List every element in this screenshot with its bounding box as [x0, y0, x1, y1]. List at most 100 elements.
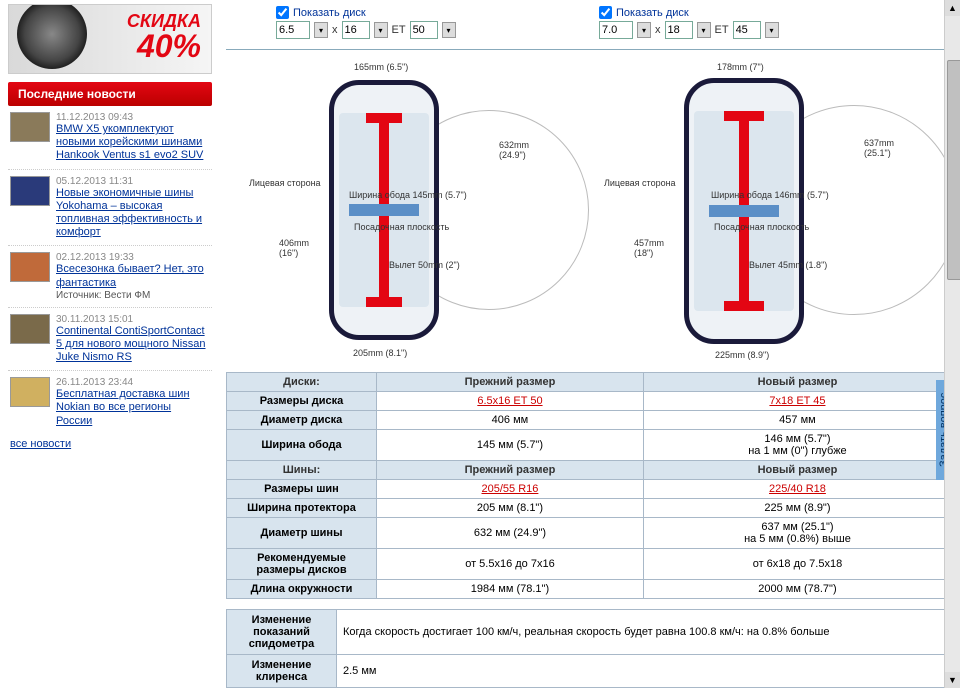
- news-title-link[interactable]: Всесезонка бывает? Нет, это фантастика: [56, 263, 210, 289]
- promo-banner[interactable]: СКИДКА 40%: [8, 4, 212, 74]
- dropdown-icon[interactable]: ▾: [765, 22, 779, 38]
- main-content: Показать диск ▾ x ▾ ET ▾ Показать диск ▾: [218, 0, 960, 688]
- news-item: 05.12.2013 11:31Новые экономичные шины Y…: [8, 170, 212, 247]
- dim-bottom-width: 205mm (8.1"): [353, 348, 407, 358]
- news-title-link[interactable]: Бесплатная доставка шин Nokian во все ре…: [56, 388, 210, 428]
- news-thumb: [10, 377, 50, 407]
- section-disks: Диски:: [227, 373, 377, 392]
- news-item: 26.11.2013 23:44Бесплатная доставка шин …: [8, 371, 212, 434]
- scroll-down-icon[interactable]: ▼: [945, 672, 960, 688]
- cell: 2000 мм (78.7"): [643, 580, 951, 599]
- row-disk-size-label: Размеры диска: [227, 392, 377, 411]
- clearance-value: 2.5 мм: [337, 655, 952, 688]
- dim-wheel-d: 457mm (18"): [634, 238, 664, 258]
- cell: 146 мм (5.7") на 1 мм (0") глубже: [643, 430, 951, 461]
- show-disk-right-checkbox[interactable]: [599, 6, 612, 19]
- et-label: ET: [392, 24, 406, 36]
- news-thumb: [10, 252, 50, 282]
- cell: 225 мм (8.9"): [643, 499, 951, 518]
- row-rim-width-label: Ширина обода: [227, 430, 377, 461]
- clearance-label: Изменение клиренса: [227, 655, 337, 688]
- left-et-select[interactable]: [410, 21, 438, 39]
- tyre-cross-section: [684, 78, 804, 344]
- right-et-select[interactable]: [733, 21, 761, 39]
- right-diameter-select[interactable]: [665, 21, 693, 39]
- dim-face: Лицевая сторона: [604, 178, 676, 188]
- news-date: 05.12.2013 11:31: [56, 176, 210, 187]
- right-width-select[interactable]: [599, 21, 633, 39]
- comparison-table: Диски: Прежний размер Новый размер Разме…: [226, 372, 952, 599]
- scrollbar-thumb[interactable]: [947, 60, 960, 280]
- disk-size-new-link[interactable]: 7x18 ET 45: [769, 395, 825, 407]
- tyre-size-new-link[interactable]: 225/40 R18: [769, 483, 826, 495]
- col-new: Новый размер: [643, 373, 951, 392]
- disk-size-prev-link[interactable]: 6.5x16 ET 50: [477, 395, 542, 407]
- news-title-link[interactable]: BMW X5 укомплектуют новыми корейскими ши…: [56, 123, 210, 163]
- promo-wheel-image: [17, 4, 87, 69]
- dim-rim-width: Ширина обода 146mm (5.7"): [711, 190, 829, 200]
- col-new: Новый размер: [643, 461, 951, 480]
- dropdown-icon[interactable]: ▾: [637, 22, 651, 38]
- news-thumb: [10, 176, 50, 206]
- dropdown-icon[interactable]: ▾: [697, 22, 711, 38]
- news-header: Последние новости: [8, 82, 212, 106]
- row-rec-disk-label: Рекомендуемые размеры дисков: [227, 549, 377, 580]
- x-sep: x: [655, 24, 661, 36]
- row-tyre-size-label: Размеры шин: [227, 480, 377, 499]
- diagrams-row: 165mm (6.5") Лицевая сторона Ширина обод…: [226, 56, 952, 368]
- dim-top-width: 165mm (6.5"): [354, 62, 408, 72]
- show-disk-left-checkbox[interactable]: [276, 6, 289, 19]
- all-news-link[interactable]: все новости: [8, 434, 73, 454]
- news-source: Источник: Вести ФМ: [56, 290, 210, 301]
- controls-right: Показать диск ▾ x ▾ ET ▾: [599, 4, 902, 41]
- news-date: 02.12.2013 19:33: [56, 252, 210, 263]
- dim-offset: Вылет 50mm (2"): [389, 260, 460, 270]
- row-tread-width-label: Ширина протектора: [227, 499, 377, 518]
- news-thumb: [10, 314, 50, 344]
- col-prev: Прежний размер: [377, 461, 644, 480]
- dropdown-icon[interactable]: ▾: [442, 22, 456, 38]
- controls-left: Показать диск ▾ x ▾ ET ▾: [276, 4, 579, 41]
- row-disk-diam-label: Диаметр диска: [227, 411, 377, 430]
- news-date: 30.11.2013 15:01: [56, 314, 210, 325]
- show-disk-right-label: Показать диск: [616, 7, 689, 19]
- et-label: ET: [715, 24, 729, 36]
- dropdown-icon[interactable]: ▾: [374, 22, 388, 38]
- vertical-scrollbar[interactable]: ▲ ▼: [944, 0, 960, 688]
- left-width-select[interactable]: [276, 21, 310, 39]
- dim-seat: Посадочная плоскость: [714, 222, 809, 232]
- news-thumb: [10, 112, 50, 142]
- scroll-up-icon[interactable]: ▲: [945, 0, 960, 16]
- dim-offset: Вылет 45mm (1.8"): [749, 260, 827, 270]
- dropdown-icon[interactable]: ▾: [314, 22, 328, 38]
- cell: 406 мм: [377, 411, 644, 430]
- tyre-cross-section: [329, 80, 439, 340]
- cell: 205 мм (8.1"): [377, 499, 644, 518]
- show-disk-left-label: Показать диск: [293, 7, 366, 19]
- dim-wheel-d: 406mm (16"): [279, 238, 309, 258]
- cell: 1984 мм (78.1"): [377, 580, 644, 599]
- dim-tyre-d: 637mm (25.1"): [864, 138, 894, 158]
- row-tyre-diam-label: Диаметр шины: [227, 518, 377, 549]
- news-item: 11.12.2013 09:43BMW X5 укомплектуют новы…: [8, 106, 212, 170]
- news-title-link[interactable]: Continental ContiSportContact 5 для ново…: [56, 325, 210, 365]
- news-item: 02.12.2013 19:33Всесезонка бывает? Нет, …: [8, 246, 212, 307]
- news-title-link[interactable]: Новые экономичные шины Yokohama – высока…: [56, 187, 210, 240]
- speedo-value: Когда скорость достигает 100 км/ч, реаль…: [337, 610, 952, 655]
- dim-face: Лицевая сторона: [249, 178, 321, 188]
- left-diameter-select[interactable]: [342, 21, 370, 39]
- diagram-right: 178mm (7") Лицевая сторона Ширина обода …: [599, 60, 939, 360]
- diagram-left: 165mm (6.5") Лицевая сторона Ширина обод…: [239, 60, 579, 360]
- dim-rim-width: Ширина обода 145mm (5.7"): [349, 190, 467, 200]
- cell: 632 мм (24.9"): [377, 518, 644, 549]
- col-prev: Прежний размер: [377, 373, 644, 392]
- news-date: 11.12.2013 09:43: [56, 112, 210, 123]
- dim-seat: Посадочная плоскость: [354, 222, 449, 232]
- x-sep: x: [332, 24, 338, 36]
- controls-row: Показать диск ▾ x ▾ ET ▾ Показать диск ▾: [226, 0, 952, 50]
- speedo-label: Изменение показаний спидометра: [227, 610, 337, 655]
- tyre-size-prev-link[interactable]: 205/55 R16: [482, 483, 539, 495]
- section-tyres: Шины:: [227, 461, 377, 480]
- cell: 637 мм (25.1") на 5 мм (0.8%) выше: [643, 518, 951, 549]
- cell: от 6x18 до 7.5x18: [643, 549, 951, 580]
